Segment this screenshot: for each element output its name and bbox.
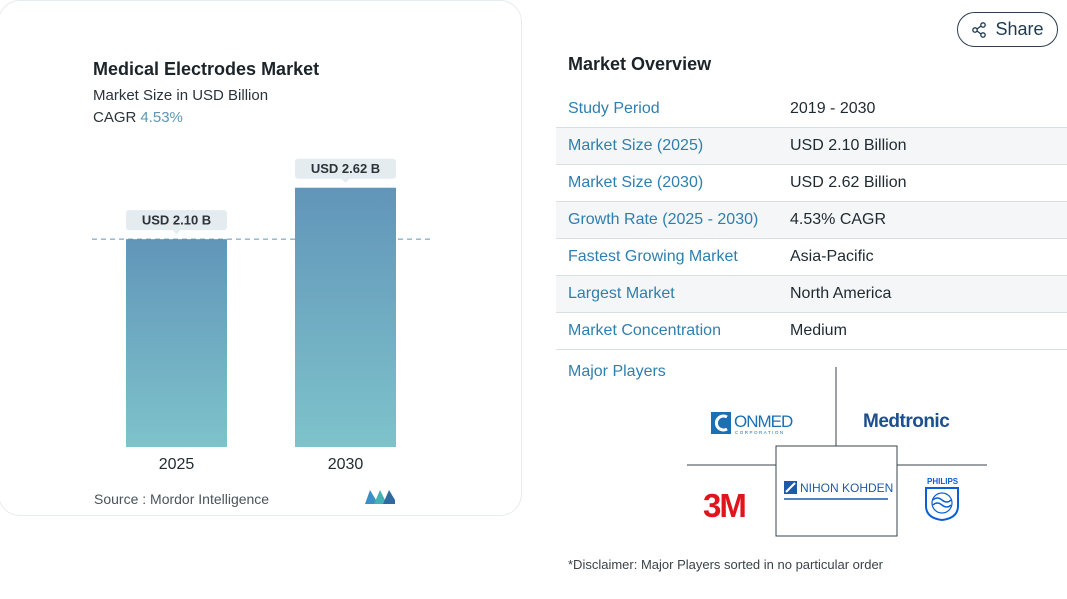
share-button[interactable]: Share	[957, 12, 1058, 47]
overview-value: USD 2.10 Billion	[790, 137, 907, 154]
3m-logo: 3M	[703, 487, 745, 524]
share-label: Share	[995, 19, 1044, 39]
overview-row: Market Size (2025) USD 2.10 Billion	[556, 128, 1067, 165]
data-label-pointer	[172, 230, 181, 235]
overview-key: Study Period	[568, 100, 660, 117]
overview-value: USD 2.62 Billion	[790, 174, 907, 191]
overview-value: Asia-Pacific	[790, 248, 874, 265]
svg-text:CORPORATION: CORPORATION	[735, 430, 785, 435]
x-tick-label: 2025	[159, 456, 195, 473]
major-players-label: Major Players	[568, 363, 666, 380]
svg-text:ONMED: ONMED	[734, 412, 793, 431]
svg-text:PHILIPS: PHILIPS	[927, 477, 959, 486]
svg-text:NIHON KOHDEN: NIHON KOHDEN	[800, 481, 893, 495]
x-tick-label: 2030	[328, 456, 364, 473]
chart-source: Source : Mordor Intelligence	[94, 491, 270, 507]
chart-subtitle: Market Size in USD Billion	[93, 87, 269, 104]
overview-value: 2019 - 2030	[790, 100, 876, 117]
cagr-value: 4.53%	[140, 109, 183, 126]
mordor-intelligence-logo	[365, 490, 395, 504]
chart-card	[0, 0, 522, 516]
data-label: USD 2.10 B	[142, 213, 211, 228]
data-label-bg	[126, 210, 227, 231]
data-label: USD 2.62 B	[311, 161, 380, 176]
data-label-bg	[295, 158, 396, 179]
cagr-label: CAGR	[93, 109, 137, 126]
overview-value: 4.53% CAGR	[790, 211, 887, 228]
grid-center-box	[775, 445, 898, 537]
chart-title: Medical Electrodes Market	[93, 59, 320, 79]
overview-value: North America	[790, 285, 892, 302]
chart-cagr: CAGR 4.53%	[93, 109, 183, 126]
overview-row: Largest Market North America	[556, 276, 1067, 313]
overview-row: Study Period 2019 - 2030	[556, 91, 1067, 128]
overview-key: Market Concentration	[568, 322, 721, 339]
overview-row: Fastest Growing Market Asia-Pacific	[556, 239, 1067, 276]
share-icon	[972, 21, 987, 38]
overview-title: Market Overview	[568, 54, 712, 74]
overview-key: Market Size (2025)	[568, 137, 704, 154]
medtronic-logo: Medtronic	[863, 411, 950, 432]
conmed-logo: ONMED CORPORATION	[711, 412, 794, 435]
overview-row: Market Size (2030) USD 2.62 Billion	[556, 165, 1067, 202]
bar	[126, 239, 227, 447]
nihon-kohden-logo: NIHON KOHDEN	[784, 481, 893, 500]
overview-key: Fastest Growing Market	[568, 248, 738, 265]
disclaimer: *Disclaimer: Major Players sorted in no …	[568, 557, 884, 572]
overview-value: Medium	[790, 322, 847, 339]
bar	[295, 187, 396, 448]
data-label-pointer	[341, 178, 350, 183]
overview-row: Market Concentration Medium	[556, 313, 1067, 350]
overview-row: Growth Rate (2025 - 2030) 4.53% CAGR	[556, 202, 1067, 239]
overview-key: Largest Market	[568, 285, 675, 302]
overview-table: Study Period 2019 - 2030 Market Size (202…	[556, 91, 1067, 350]
overview-key: Growth Rate (2025 - 2030)	[568, 211, 759, 228]
bar-chart: USD 2.10 B 2025 USD 2.62 B 2030	[92, 158, 432, 473]
philips-logo: PHILIPS	[925, 477, 959, 522]
overview-key: Market Size (2030)	[568, 174, 704, 191]
